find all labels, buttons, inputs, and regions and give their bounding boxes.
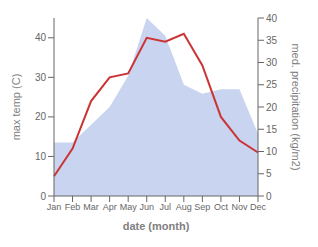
svg-text:Feb: Feb xyxy=(65,202,81,212)
svg-text:Apr: Apr xyxy=(103,202,117,212)
svg-text:30: 30 xyxy=(35,72,47,83)
svg-text:Jul: Jul xyxy=(160,202,172,212)
svg-text:20: 20 xyxy=(266,102,278,113)
svg-text:Nov: Nov xyxy=(231,202,248,212)
svg-text:Mar: Mar xyxy=(83,202,99,212)
svg-text:Dec: Dec xyxy=(250,202,267,212)
svg-text:35: 35 xyxy=(266,35,278,46)
svg-text:20: 20 xyxy=(35,111,47,122)
svg-text:30: 30 xyxy=(266,57,278,68)
svg-text:Sep: Sep xyxy=(194,202,210,212)
svg-text:date (month): date (month) xyxy=(123,220,190,232)
svg-text:10: 10 xyxy=(35,151,47,162)
svg-text:40: 40 xyxy=(35,32,47,43)
svg-text:med. precipitation (kg/m2): med. precipitation (kg/m2) xyxy=(290,43,302,170)
svg-text:max temp (C): max temp (C) xyxy=(10,74,22,141)
svg-text:40: 40 xyxy=(266,13,278,24)
svg-text:25: 25 xyxy=(266,79,278,90)
svg-text:15: 15 xyxy=(266,124,278,135)
svg-text:Jan: Jan xyxy=(47,202,62,212)
svg-text:May: May xyxy=(120,202,138,212)
svg-text:Oct: Oct xyxy=(214,202,229,212)
svg-text:5: 5 xyxy=(266,168,272,179)
svg-text:Jun: Jun xyxy=(139,202,154,212)
svg-text:Aug: Aug xyxy=(176,202,192,212)
svg-text:10: 10 xyxy=(266,146,278,157)
svg-text:0: 0 xyxy=(40,191,46,202)
svg-text:0: 0 xyxy=(266,191,272,202)
